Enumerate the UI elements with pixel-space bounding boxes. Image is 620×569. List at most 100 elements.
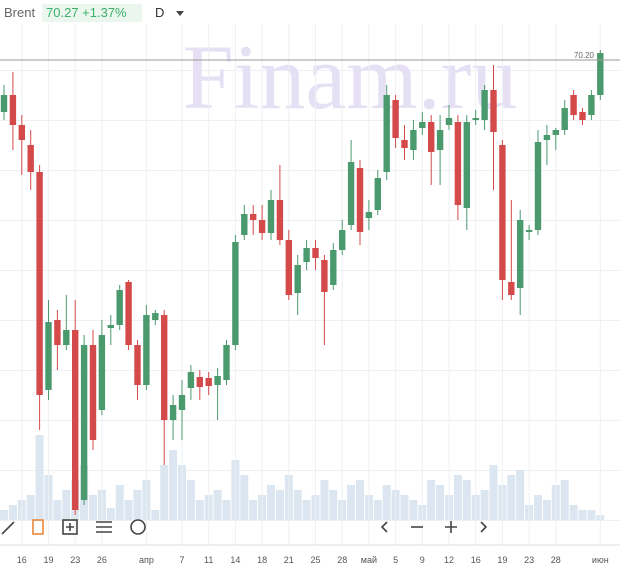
candle-body <box>9 95 17 125</box>
candle-body <box>27 145 34 172</box>
x-tick-label: 7 <box>179 555 184 565</box>
volume-bar <box>8 505 17 520</box>
x-tick-label: апр <box>139 555 154 565</box>
volume-bar <box>249 500 258 520</box>
volume-bar <box>160 465 169 520</box>
candle-body <box>152 313 159 320</box>
x-tick-label: 9 <box>420 555 425 565</box>
volume-bar <box>222 500 231 520</box>
candle-body <box>18 125 25 140</box>
volume-bar <box>480 490 489 520</box>
settings-icon[interactable] <box>96 521 112 533</box>
layers-icon[interactable] <box>32 519 44 535</box>
candle-body <box>36 172 43 395</box>
candle-body <box>285 240 292 295</box>
volume-bar <box>400 495 409 520</box>
volume-bar <box>347 485 356 520</box>
volume-bar <box>186 480 195 520</box>
reset-icon[interactable] <box>130 519 146 535</box>
candle-body <box>579 112 586 120</box>
zoom-in[interactable] <box>445 521 457 533</box>
volume-bar <box>195 500 204 520</box>
interval-dropdown[interactable] <box>176 11 184 16</box>
candle-body <box>116 290 123 325</box>
candle-body <box>454 122 462 205</box>
candle-body <box>134 345 141 385</box>
candle-body <box>525 230 533 232</box>
candle-body <box>534 142 542 230</box>
candle-body <box>196 377 203 387</box>
candle-body <box>241 214 248 235</box>
volume-bar <box>427 480 436 520</box>
candle-body <box>365 212 373 218</box>
candle-body <box>428 122 435 152</box>
volume-bar <box>62 490 71 520</box>
candle-body <box>276 200 284 240</box>
price-line-label: 70.20 <box>574 51 595 60</box>
candle-body <box>347 162 355 225</box>
volume-bar <box>382 485 391 520</box>
candle-body <box>232 242 239 345</box>
candle-body <box>72 330 79 510</box>
add-icon[interactable] <box>62 519 78 535</box>
candle-body <box>499 145 506 280</box>
volume-bar <box>124 500 133 520</box>
candle-body <box>463 122 470 208</box>
volume-bar <box>320 480 329 520</box>
quote: 70.27 +1.37% <box>46 5 127 20</box>
candle-body <box>445 118 453 125</box>
candle-body <box>321 260 328 292</box>
scroll-right[interactable] <box>480 521 488 533</box>
volume-bar <box>89 495 97 520</box>
candle-body <box>89 345 97 440</box>
candle-body <box>0 95 8 112</box>
toolbar <box>1 519 488 535</box>
candle-body <box>125 282 132 345</box>
volume-bar <box>578 510 587 520</box>
x-tick-label: 28 <box>551 555 561 565</box>
x-tick-label: 28 <box>337 555 347 565</box>
volume-bar <box>133 490 142 520</box>
candle-body <box>107 325 114 328</box>
candle-body <box>472 118 479 120</box>
add-plus <box>66 523 74 531</box>
candle-body <box>330 250 337 285</box>
candle-body <box>419 122 426 128</box>
grid-background <box>0 0 620 545</box>
candle-body <box>401 140 408 148</box>
volume-bar <box>356 480 364 520</box>
candle-body <box>517 220 524 288</box>
x-tick-label: 18 <box>257 555 267 565</box>
volume-bar <box>169 450 178 520</box>
interval[interactable]: D <box>155 5 164 20</box>
volume-bar <box>106 508 115 520</box>
scroll-left[interactable] <box>380 521 388 533</box>
x-tick-label: 23 <box>524 555 534 565</box>
candle-body <box>214 376 221 385</box>
volume-bar <box>115 485 124 520</box>
candle-body <box>490 90 497 132</box>
candle-body <box>543 135 551 140</box>
x-tick-label: 19 <box>497 555 507 565</box>
pencil-icon[interactable] <box>1 521 15 535</box>
volume-bar <box>329 490 338 520</box>
volume-bar <box>560 480 569 520</box>
volume-bar <box>534 495 542 520</box>
x-tick-label: 16 <box>471 555 481 565</box>
x-tick-label: июн <box>592 555 609 565</box>
x-tick-label: 11 <box>204 555 213 565</box>
candle-body <box>339 230 346 250</box>
x-tick-label: 16 <box>17 555 27 565</box>
candle-body <box>187 372 195 388</box>
volume-bar <box>507 475 516 520</box>
x-tick-label: 25 <box>310 555 320 565</box>
volume-bar <box>587 510 596 520</box>
candle-body <box>383 95 390 172</box>
candle-body <box>223 345 230 380</box>
candle-body <box>508 282 515 295</box>
x-tick-label: 5 <box>393 555 398 565</box>
candle-body <box>570 95 577 115</box>
x-tick-label: 19 <box>43 555 53 565</box>
